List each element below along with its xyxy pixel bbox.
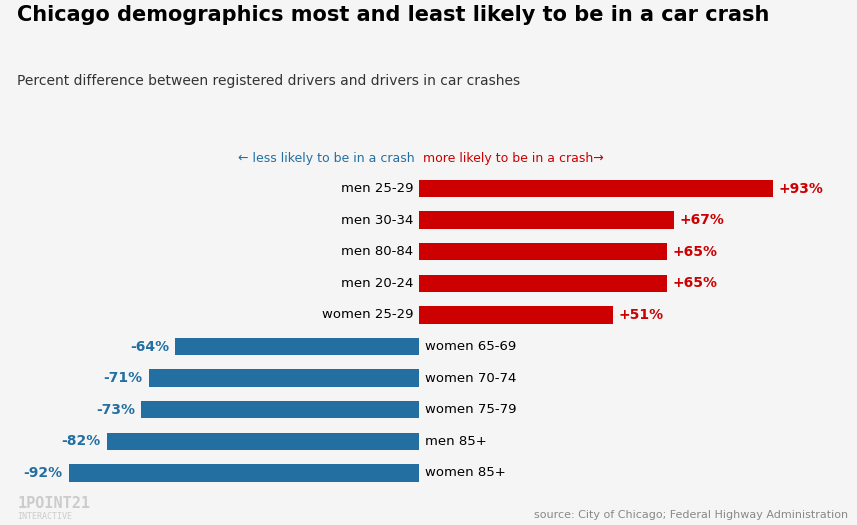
Text: men 25-29: men 25-29: [341, 182, 413, 195]
Text: -73%: -73%: [96, 403, 135, 417]
Text: -64%: -64%: [130, 340, 170, 353]
Text: +67%: +67%: [680, 213, 725, 227]
Text: women 70-74: women 70-74: [425, 372, 516, 385]
Text: men 85+: men 85+: [425, 435, 487, 448]
Bar: [175, 338, 419, 355]
Bar: [419, 243, 667, 260]
Bar: [141, 401, 419, 418]
Text: +65%: +65%: [672, 276, 717, 290]
Text: men 30-34: men 30-34: [341, 214, 413, 227]
Text: source: City of Chicago; Federal Highway Administration: source: City of Chicago; Federal Highway…: [534, 510, 848, 520]
Text: men 80-84: men 80-84: [341, 245, 413, 258]
Bar: [148, 370, 419, 387]
Bar: [69, 464, 419, 481]
Text: +93%: +93%: [779, 182, 824, 195]
Bar: [419, 306, 614, 323]
Text: more likely to be in a crash→: more likely to be in a crash→: [423, 152, 604, 165]
Text: women 65-69: women 65-69: [425, 340, 516, 353]
Text: women 75-79: women 75-79: [425, 403, 516, 416]
Text: -82%: -82%: [62, 434, 101, 448]
Text: INTERACTIVE: INTERACTIVE: [17, 512, 72, 521]
Text: men 20-24: men 20-24: [341, 277, 413, 290]
Text: women 25-29: women 25-29: [321, 309, 413, 321]
Text: Chicago demographics most and least likely to be in a car crash: Chicago demographics most and least like…: [17, 5, 770, 25]
Text: +65%: +65%: [672, 245, 717, 259]
Bar: [106, 433, 419, 450]
Text: +51%: +51%: [619, 308, 664, 322]
Text: -71%: -71%: [104, 371, 143, 385]
Bar: [419, 275, 667, 292]
Text: -92%: -92%: [24, 466, 63, 480]
Text: 1POINT21: 1POINT21: [17, 496, 90, 511]
Text: Percent difference between registered drivers and drivers in car crashes: Percent difference between registered dr…: [17, 74, 520, 88]
Text: women 85+: women 85+: [425, 466, 506, 479]
Bar: [419, 212, 674, 229]
Bar: [419, 180, 773, 197]
Text: ← less likely to be in a crash: ← less likely to be in a crash: [238, 152, 415, 165]
